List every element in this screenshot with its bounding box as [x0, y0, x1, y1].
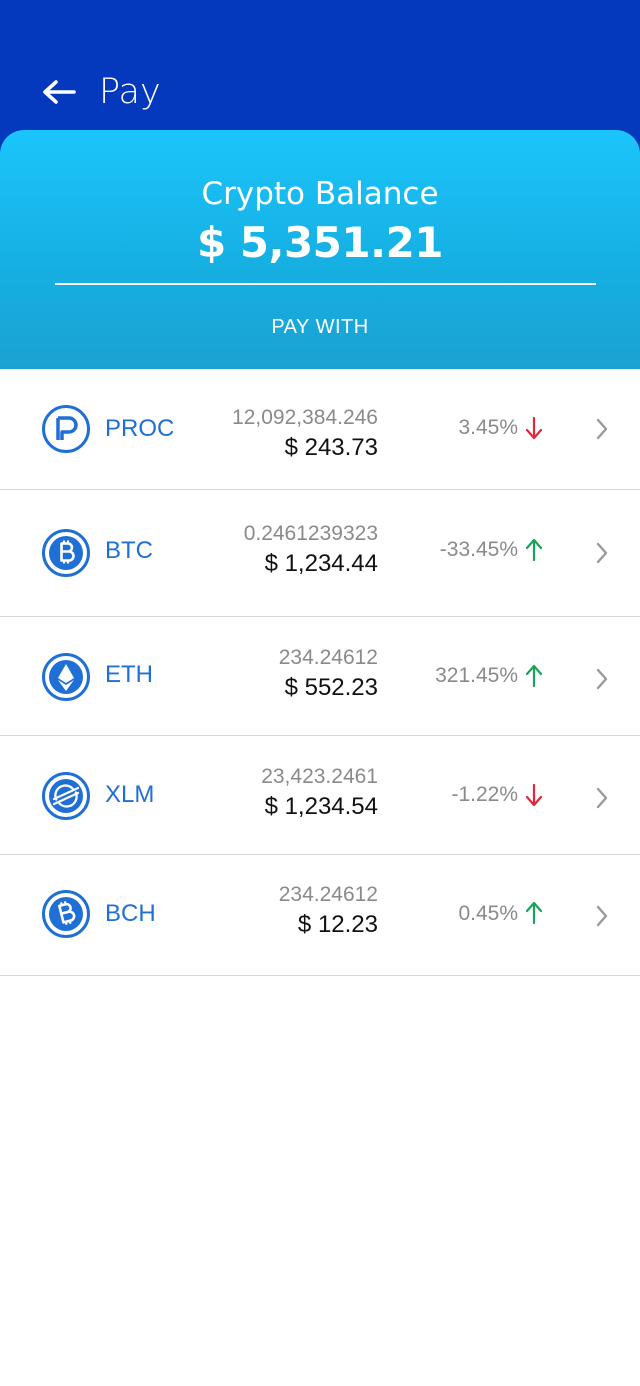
coin-fiat-value: $ 552.23: [284, 674, 378, 701]
chevron-right-icon: [596, 787, 608, 809]
coin-fiat-value: $ 12.23: [297, 911, 378, 938]
chevron-right-icon: [596, 542, 608, 564]
divider: [55, 283, 596, 285]
stellar-icon: [42, 772, 90, 820]
pay-with-label: PAY WITH: [271, 316, 369, 338]
coin-amount: 0.2461239323: [243, 522, 378, 545]
coin-change: 321.45%: [435, 664, 518, 687]
arrow-down-icon: [525, 783, 543, 807]
coin-symbol: BTC: [105, 537, 153, 564]
arrow-up-icon: [525, 538, 543, 562]
proc-coin-icon: [42, 405, 90, 453]
coin-fiat-value: $ 1,234.54: [264, 793, 378, 820]
coin-row-xlm[interactable]: XLM 23,423.2461 $ 1,234.54 -1.22%: [0, 736, 640, 855]
coin-change: 3.45%: [458, 416, 518, 439]
coin-symbol: XLM: [105, 781, 155, 808]
coin-change: -1.22%: [451, 783, 518, 806]
arrow-down-icon: [525, 416, 543, 440]
coin-row-proc[interactable]: PROC 12,092,384.246 $ 243.73 3.45%: [0, 369, 640, 490]
page-title: Pay: [99, 72, 161, 112]
balance-label: Crypto Balance: [201, 176, 439, 212]
balance-card: Crypto Balance $ 5,351.21 PAY WITH: [0, 130, 640, 369]
ethereum-icon: [42, 653, 90, 701]
coin-symbol: BCH: [105, 900, 156, 927]
coin-list: PROC 12,092,384.246 $ 243.73 3.45% BTC 0…: [0, 369, 640, 976]
coin-amount: 234.24612: [278, 646, 378, 669]
back-button[interactable]: [40, 74, 78, 110]
bitcoin-cash-icon: [42, 890, 90, 938]
coin-change: -33.45%: [439, 538, 518, 561]
coin-amount: 12,092,384.246: [232, 406, 378, 429]
coin-row-eth[interactable]: ETH 234.24612 $ 552.23 321.45%: [0, 617, 640, 736]
coin-symbol: ETH: [105, 661, 153, 688]
coin-fiat-value: $ 243.73: [284, 434, 378, 461]
coin-amount: 234.24612: [278, 883, 378, 906]
coin-row-bch[interactable]: BCH 234.24612 $ 12.23 0.45%: [0, 855, 640, 976]
arrow-up-icon: [525, 664, 543, 688]
coin-row-btc[interactable]: BTC 0.2461239323 $ 1,234.44 -33.45%: [0, 490, 640, 617]
coin-fiat-value: $ 1,234.44: [264, 550, 378, 577]
balance-value: $ 5,351.21: [196, 218, 444, 267]
coin-symbol: PROC: [105, 415, 175, 442]
chevron-right-icon: [596, 668, 608, 690]
coin-amount: 23,423.2461: [261, 765, 378, 788]
coin-change: 0.45%: [458, 902, 518, 925]
arrow-left-icon: [43, 80, 76, 104]
chevron-right-icon: [596, 905, 608, 927]
arrow-up-icon: [525, 901, 543, 925]
bitcoin-icon: [42, 529, 90, 577]
chevron-right-icon: [596, 418, 608, 440]
